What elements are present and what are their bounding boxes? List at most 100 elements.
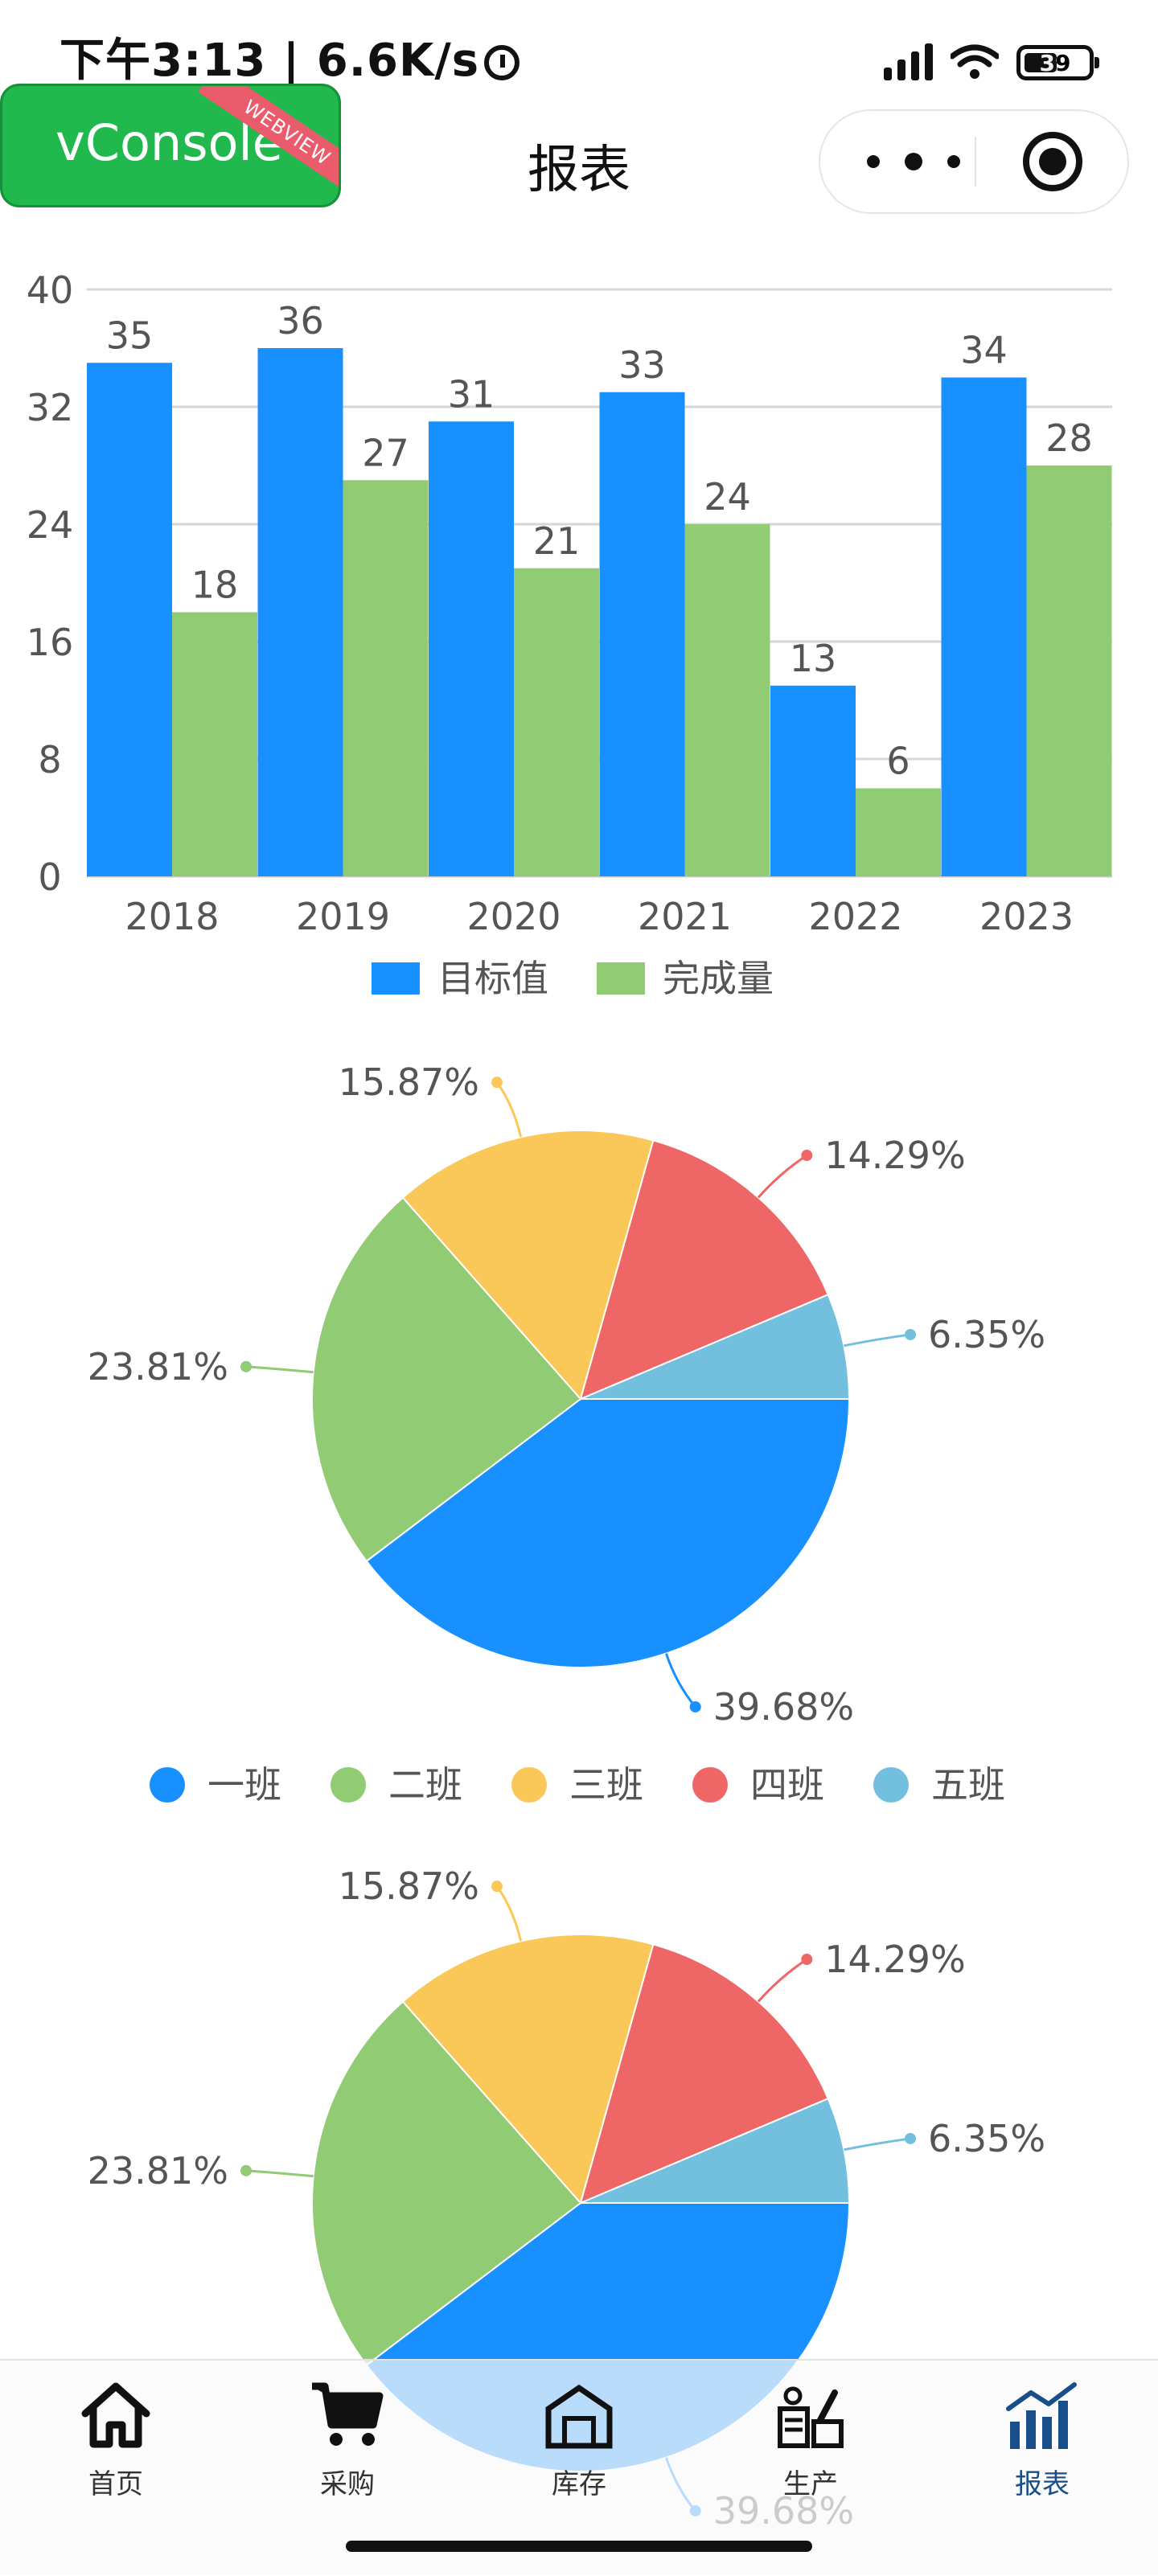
wifi-icon: [951, 44, 999, 79]
y-tick-label: 8: [38, 738, 61, 781]
pie-leader-line: [245, 1365, 314, 1374]
pie-value-label: 23.81%: [88, 2149, 228, 2192]
pie-chart-1: 39.68% 23.81% 15.87% 14.29% 6.35% 一班 二班 三班 四班 五班: [0, 1037, 1158, 1825]
close-target-icon[interactable]: [1023, 132, 1082, 191]
x-tick-label: 2023: [979, 895, 1074, 938]
pie-leader-line: [844, 1333, 911, 1347]
vconsole-button[interactable]: vConsole WEBVIEW: [0, 84, 341, 207]
pie-leader-dot: [801, 1954, 813, 1966]
status-bar: 下午3:13 | 6.6K/s 39: [0, 0, 1158, 105]
y-tick-label: 0: [38, 855, 61, 899]
legend-swatch: [597, 962, 645, 995]
bar-value-label: 28: [1045, 416, 1093, 460]
legend-label: 一班: [207, 1763, 281, 1807]
pie-slice-二班: [311, 1196, 582, 1563]
battery-icon: 39: [1016, 45, 1099, 80]
status-time-speed: 下午3:13 | 6.6K/s: [60, 24, 520, 89]
cart-icon: [312, 2382, 384, 2446]
production-icon: [778, 2386, 844, 2448]
pie-value-label: 39.68%: [713, 1685, 854, 1729]
bar-value-label: 27: [362, 431, 409, 474]
bar-value-label: 34: [960, 329, 1008, 372]
legend-dot: [331, 1767, 366, 1803]
mini-program-capsule: [819, 109, 1129, 214]
alarm-icon: [484, 45, 520, 80]
bar-value-label: 6: [886, 740, 910, 783]
tab-purchase-label: 采购: [320, 2468, 375, 2500]
bottom-tab-bar: 首页 采购 库存 生产 报表: [0, 2359, 1158, 2574]
bar-completed: [1026, 466, 1112, 876]
bar-completed: [856, 788, 941, 876]
bar-value-label: 33: [618, 343, 666, 387]
bar-target: [257, 348, 343, 876]
bar-value-label: 18: [191, 564, 239, 607]
x-tick-label: 2022: [808, 895, 902, 938]
y-tick-label: 16: [27, 621, 74, 664]
bar-completed: [514, 568, 599, 876]
bar-value-label: 31: [448, 372, 495, 416]
bar-target: [87, 363, 172, 876]
pie-value-label: 6.35%: [928, 1313, 1045, 1356]
tab-production-label: 生产: [783, 2468, 838, 2500]
tab-home[interactable]: 首页: [0, 2361, 232, 2521]
pie-leader-line: [245, 2169, 314, 2178]
bar-target: [770, 685, 856, 876]
pie-leader-dot: [491, 1077, 503, 1089]
pie-leader-dot: [801, 1150, 813, 1162]
signal-icon: [884, 40, 933, 80]
bar-chart-icon: [1006, 2382, 1077, 2449]
legend-label: 目标值: [437, 957, 548, 1000]
legend-swatch: [372, 962, 420, 995]
y-tick-label: 40: [27, 269, 74, 312]
bar-value-label: 24: [704, 475, 751, 519]
pie-value-label: 14.29%: [824, 1938, 965, 1981]
pie-leader-dot: [904, 1328, 916, 1340]
home-indicator[interactable]: [346, 2541, 812, 2552]
pie-slice-五班: [580, 2097, 851, 2204]
pie-value-label: 6.35%: [928, 2117, 1045, 2160]
x-tick-label: 2018: [125, 895, 219, 938]
pie-leader-dot: [689, 1700, 701, 1713]
pie-value-label: 15.87%: [339, 1060, 479, 1104]
tab-report-label: 报表: [1015, 2468, 1070, 2500]
pie-leader-dot: [240, 1360, 253, 1372]
pie-leader-line: [495, 1885, 523, 1942]
tab-inventory[interactable]: 库存: [463, 2361, 695, 2521]
bar-chart: 0 8 16 24 32 40 35 18 2018 36 27 2019 31 21 2020 33 24 20…: [0, 257, 1158, 1029]
status-icons: 39: [884, 32, 1099, 80]
bar-value-label: 13: [790, 637, 837, 680]
home-icon: [81, 2382, 150, 2448]
bar-value-label: 35: [106, 314, 154, 357]
pie-leader-dot: [240, 2164, 253, 2176]
pie-leader-line: [844, 2137, 911, 2151]
more-icon[interactable]: [867, 111, 960, 212]
pie-slice-一班: [365, 1398, 851, 1668]
page-title: 报表: [528, 141, 630, 200]
y-tick-label: 32: [27, 386, 74, 429]
bar-target: [941, 377, 1027, 876]
battery-level: 39: [1039, 49, 1071, 76]
legend-dot: [511, 1767, 547, 1803]
bar-completed: [172, 612, 257, 876]
bar-target: [599, 392, 685, 876]
legend-label: 完成量: [663, 957, 774, 1000]
pie-leader-line: [757, 1154, 808, 1199]
pie-leader-dot: [904, 2132, 916, 2144]
pie-slice-三班: [401, 1130, 655, 1401]
tab-home-label: 首页: [88, 2468, 143, 2500]
y-tick-label: 24: [27, 503, 74, 547]
tab-production[interactable]: 生产: [695, 2361, 926, 2521]
legend-label: 五班: [931, 1763, 1005, 1807]
legend-dot: [150, 1767, 185, 1803]
tab-purchase[interactable]: 采购: [232, 2361, 463, 2521]
x-tick-label: 2020: [466, 895, 561, 938]
tab-report[interactable]: 报表: [926, 2361, 1158, 2521]
pie-leader-dot: [491, 1881, 503, 1893]
warehouse-icon: [545, 2384, 613, 2449]
bar-completed: [343, 480, 429, 876]
pie-slice-三班: [401, 1934, 655, 2205]
tab-inventory-label: 库存: [552, 2468, 606, 2500]
legend-label: 四班: [750, 1763, 824, 1807]
status-time-text: 下午3:13 | 6.6K/s: [60, 35, 480, 87]
bar-target: [429, 421, 514, 876]
